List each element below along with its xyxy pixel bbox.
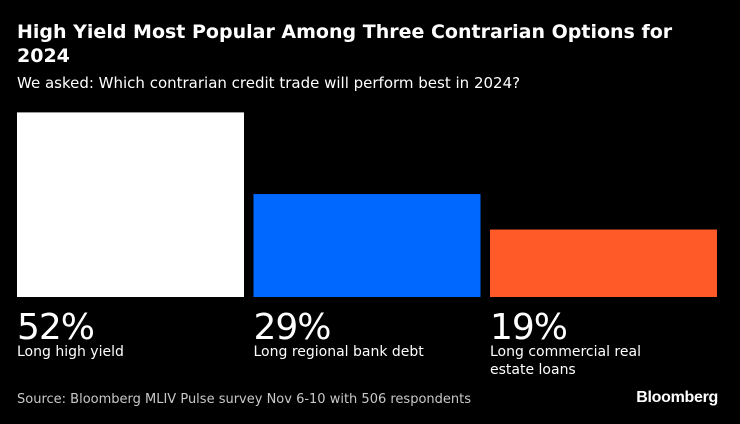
value-label-2: 29%	[254, 307, 331, 348]
category-label-2: Long regional bank debt	[254, 344, 425, 360]
bar-2	[253, 194, 481, 297]
source-note: Source: Bloomberg MLIV Pulse survey Nov …	[17, 392, 472, 407]
value-label-1: 52%	[17, 307, 94, 348]
bar-3	[490, 229, 717, 297]
category-label-3: Long commercial real estate loans	[490, 344, 641, 378]
category-label-1: Long high yield	[17, 344, 124, 360]
value-label-3: 19%	[490, 307, 567, 348]
bar-1	[17, 112, 244, 298]
chart-title: High Yield Most Popular Among Three Cont…	[17, 21, 673, 67]
chart-subtitle: We asked: Which contrarian credit trade …	[17, 74, 521, 92]
bloomberg-logo: Bloomberg	[636, 389, 718, 406]
